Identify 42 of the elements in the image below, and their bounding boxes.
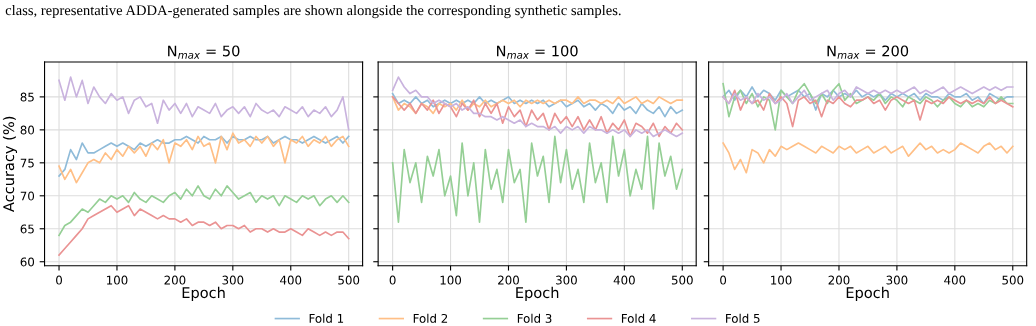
line-series [58, 135, 350, 177]
line-series [58, 76, 350, 131]
chart-title: N$_{max}$ = 50 [168, 45, 240, 59]
x-tick-label: 0 [389, 275, 396, 285]
chart-title: N$_{max}$ = 200 [827, 45, 909, 59]
x-tick-label: 100 [106, 275, 128, 285]
y-tick-label: 70 [20, 191, 35, 201]
x-axis-title: Epoch [182, 286, 225, 301]
x-tick-label: 300 [222, 275, 244, 285]
legend-label: Fold 4 [621, 313, 656, 323]
x-tick-label: 200 [828, 275, 850, 285]
x-tick-label: 500 [1002, 275, 1024, 285]
y-tick-label: 85 [20, 92, 34, 102]
legend-label: Fold 2 [413, 313, 448, 323]
x-tick-label: 500 [338, 275, 360, 285]
x-axis-title: Epoch [846, 286, 889, 301]
x-tick-label: 0 [56, 275, 62, 285]
x-tick-label: 100 [440, 275, 462, 285]
x-tick-label: 100 [771, 275, 792, 285]
legend-label: Fold 3 [517, 313, 552, 323]
legend-label: Fold 1 [309, 313, 344, 323]
line-series [58, 132, 350, 184]
x-tick-label: 400 [944, 275, 966, 285]
x-tick-label: 300 [886, 275, 908, 285]
y-tick-label: 65 [20, 224, 34, 234]
x-tick-label: 400 [613, 275, 635, 285]
line-series [58, 185, 350, 237]
y-tick-label: 80 [20, 125, 35, 135]
chart-title: N$_{max}$ = 100 [497, 45, 578, 59]
x-tick-label: 200 [498, 275, 519, 285]
line-series [58, 204, 350, 256]
y-tick-label: 60 [20, 257, 35, 267]
x-tick-label: 500 [671, 275, 693, 285]
y-axis-title: Accuracy (%) [2, 116, 18, 212]
legend-label: Fold 5 [726, 313, 760, 323]
x-axis-title: Epoch [516, 286, 559, 301]
x-tick-label: 400 [280, 275, 302, 285]
x-tick-label: 300 [556, 275, 577, 285]
x-tick-label: 200 [164, 275, 186, 285]
text: class, representative ADDA-generated samples are shown alongside the corresponding synthetic samples. [5, 4, 621, 19]
x-tick-label: 0 [720, 275, 727, 285]
y-tick-label: 75 [20, 158, 34, 168]
